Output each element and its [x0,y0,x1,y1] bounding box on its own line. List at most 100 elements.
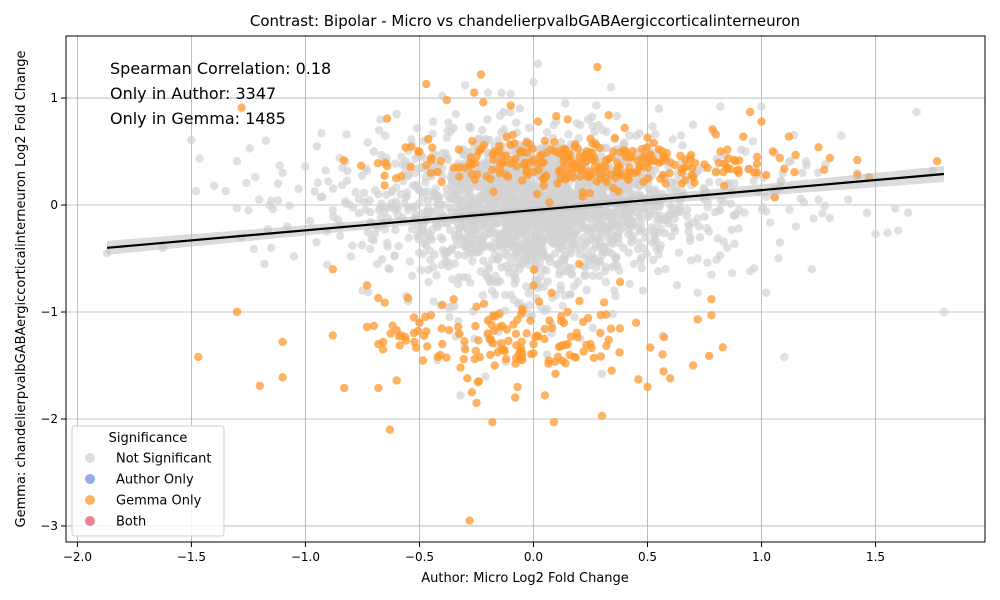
data-point [513,382,522,392]
data-point [479,299,489,308]
data-point [539,174,548,184]
data-point [511,220,520,229]
data-point [437,324,446,333]
data-point [550,249,560,258]
data-point [463,374,472,383]
data-point [791,222,800,231]
data-point [761,170,771,180]
data-point [501,227,511,236]
data-point [194,352,203,362]
data-point [412,124,422,133]
y-axis-label: Gemma: chandelierpvalbGABAergiccorticali… [14,51,29,528]
data-point [572,328,581,337]
data-point [504,336,513,346]
data-point [614,187,623,196]
data-point [340,383,349,393]
data-point [594,221,604,231]
data-point [363,228,373,237]
data-point [814,143,823,152]
data-point [210,181,219,190]
data-point [522,226,531,235]
data-point [313,178,322,187]
x-tick-label: 1.5 [866,550,885,564]
data-point [362,322,372,332]
data-point [409,328,419,338]
data-point [597,369,607,379]
data-point [489,243,498,252]
data-point [540,391,550,400]
data-point [569,160,578,169]
data-point [395,341,404,350]
data-point [475,247,484,256]
data-point [813,168,823,177]
data-point [474,336,483,345]
legend-marker [85,495,95,505]
data-point [517,201,527,210]
data-point [529,339,538,349]
data-point [442,184,451,194]
data-point [294,184,303,194]
data-point [472,398,481,408]
data-point [491,271,500,281]
data-point [394,242,403,251]
data-point [635,129,644,138]
data-point [677,168,686,178]
data-point [757,102,766,111]
data-point [377,199,386,208]
data-point [471,225,480,234]
data-point [564,185,574,194]
data-point [578,317,588,327]
data-point [369,236,379,245]
data-point [651,130,660,139]
data-point [569,237,578,246]
data-point [273,179,283,188]
data-point [584,115,593,124]
data-point [559,236,568,245]
data-point [666,202,675,211]
data-point [483,329,493,338]
data-point [553,217,563,226]
data-point [432,271,441,280]
data-point [317,129,326,138]
data-point [454,316,463,326]
data-point [354,194,364,204]
data-point [426,311,436,320]
data-point [445,313,454,322]
data-point [245,144,254,153]
x-tick-label: 0.0 [524,550,543,564]
data-point [543,277,552,286]
data-point [586,339,595,349]
data-point [563,307,572,317]
data-point [809,214,818,223]
data-point [543,128,552,137]
data-point [768,147,778,156]
data-point [741,147,750,156]
data-point [693,315,702,324]
y-tick-label: 1 [50,91,58,105]
data-point [615,348,624,357]
data-point [602,143,611,153]
data-point [381,131,390,140]
data-point [739,132,748,141]
data-point [693,288,702,297]
data-point [444,262,453,271]
data-point [497,263,506,272]
data-point [784,158,794,167]
data-point [627,238,636,247]
data-point [638,286,648,295]
data-point [442,353,451,362]
data-point [655,211,665,220]
data-point [470,88,479,97]
data-point [195,154,204,163]
data-point [437,261,446,270]
data-point [615,324,625,333]
data-point [639,177,648,187]
data-point [392,109,401,119]
data-point [640,151,649,161]
data-point [502,133,511,142]
data-point [606,324,616,333]
data-point [397,331,406,340]
data-point [417,209,427,218]
x-tick-label: −1.0 [291,550,320,564]
legend-label: Both [116,515,146,530]
